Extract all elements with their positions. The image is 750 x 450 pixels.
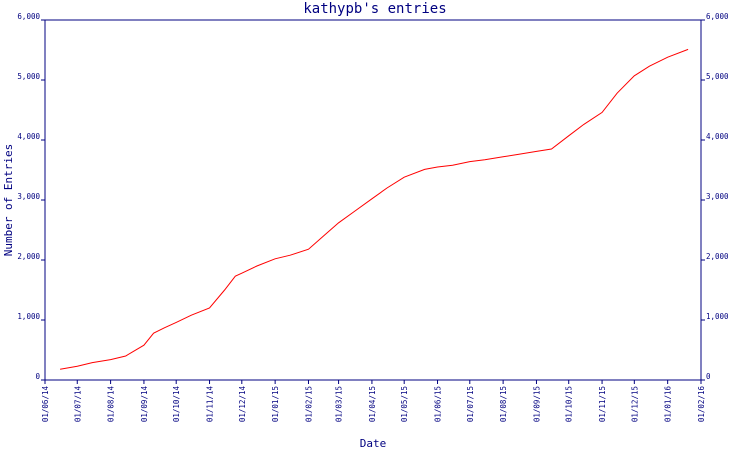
x-axis-title: Date bbox=[360, 437, 387, 450]
y-tick-label-left: 5,000 bbox=[17, 72, 40, 81]
x-tick-label: 01/12/15 bbox=[630, 386, 639, 422]
y-tick-label-right: 2,000 bbox=[706, 252, 729, 261]
x-tick-label: 01/06/15 bbox=[434, 386, 443, 422]
y-tick-label-right: 3,000 bbox=[706, 192, 729, 201]
plot-frame bbox=[44, 19, 702, 381]
y-tick-label-left: 2,000 bbox=[17, 252, 40, 261]
x-tick-label: 01/12/14 bbox=[238, 386, 247, 423]
y-tick-label-left: 1,000 bbox=[17, 312, 40, 321]
x-tick-label: 01/04/15 bbox=[368, 386, 377, 422]
x-tick-label: 01/05/15 bbox=[400, 386, 409, 422]
x-tick-label: 01/06/14 bbox=[41, 386, 50, 423]
chart-title: kathypb's entries bbox=[303, 1, 446, 17]
y-tick-label-left: 4,000 bbox=[17, 132, 40, 141]
y-tick-label-right: 6,000 bbox=[706, 12, 729, 21]
x-tick-label: 01/03/15 bbox=[335, 386, 344, 422]
x-tick-label: 01/10/15 bbox=[565, 386, 574, 422]
x-tick-label: 01/11/14 bbox=[206, 386, 215, 423]
x-tick-label: 01/10/14 bbox=[172, 386, 181, 423]
x-axis: 01/06/14 01/07/14 01/08/14 01/09/14 01/10/14… bbox=[41, 380, 706, 422]
y-tick-label-right: 0 bbox=[706, 372, 711, 381]
x-tick-label: 01/07/15 bbox=[466, 386, 475, 422]
x-tick-label: 01/07/14 bbox=[73, 386, 82, 423]
x-tick-label: 01/09/15 bbox=[532, 386, 541, 422]
x-tick-label: 01/08/14 bbox=[107, 386, 116, 423]
y-axis-left: 0 1,000 2,000 3,000 4,000 5,000 6,000 bbox=[17, 12, 45, 381]
x-tick-label: 01/09/14 bbox=[140, 386, 149, 423]
y-tick-label-left: 6,000 bbox=[17, 12, 40, 21]
y-tick-label-left: 3,000 bbox=[17, 192, 40, 201]
x-tick-label: 01/02/16 bbox=[697, 386, 706, 423]
y-tick-label-right: 5,000 bbox=[706, 72, 729, 81]
x-tick-label: 01/08/15 bbox=[499, 386, 508, 422]
y-axis-right: 0 1,000 2,000 3,000 4,000 5,000 6,000 bbox=[701, 12, 729, 381]
x-tick-label: 01/01/15 bbox=[271, 386, 280, 422]
y-tick-label-left: 0 bbox=[35, 372, 40, 381]
x-tick-label: 01/11/15 bbox=[598, 386, 607, 422]
series-line bbox=[60, 48, 689, 370]
y-tick-label-right: 4,000 bbox=[706, 132, 729, 141]
y-axis-title: Number of Entries bbox=[2, 144, 15, 257]
x-tick-label: 01/01/16 bbox=[664, 386, 673, 423]
y-tick-label-right: 1,000 bbox=[706, 312, 729, 321]
x-tick-label: 01/02/15 bbox=[304, 386, 313, 422]
